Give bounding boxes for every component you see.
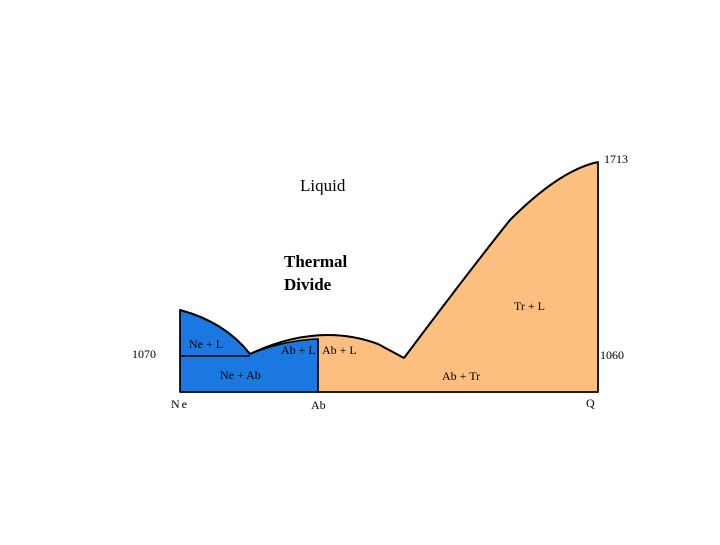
ne-l-label: Ne + L (189, 337, 223, 351)
liquidus-ne-side (179, 309, 251, 355)
temp-left-label: 1070 (132, 347, 156, 361)
tr-l-label: Tr + L (514, 299, 545, 313)
thermal-label: Thermal (284, 252, 348, 271)
ab-l-left-label: Ab + L (281, 343, 316, 357)
liquid-label: Liquid (300, 176, 346, 195)
ne-ab-label: Ne + Ab (220, 368, 261, 382)
liquidus-tr-side (403, 161, 599, 359)
axis-ne-label: Ne (171, 397, 189, 411)
temp-right-label: 1060 (600, 348, 624, 362)
ab-tr-label: Ab + Tr (442, 369, 480, 383)
temp-max-label: 1713 (604, 152, 628, 166)
ab-l-right-label: Ab + L (322, 343, 357, 357)
axis-ab-label: Ab (311, 398, 326, 412)
liquidus-thermal-divide (249, 334, 405, 359)
divide-label: Divide (284, 275, 332, 294)
axis-q-label: Q (586, 396, 595, 410)
